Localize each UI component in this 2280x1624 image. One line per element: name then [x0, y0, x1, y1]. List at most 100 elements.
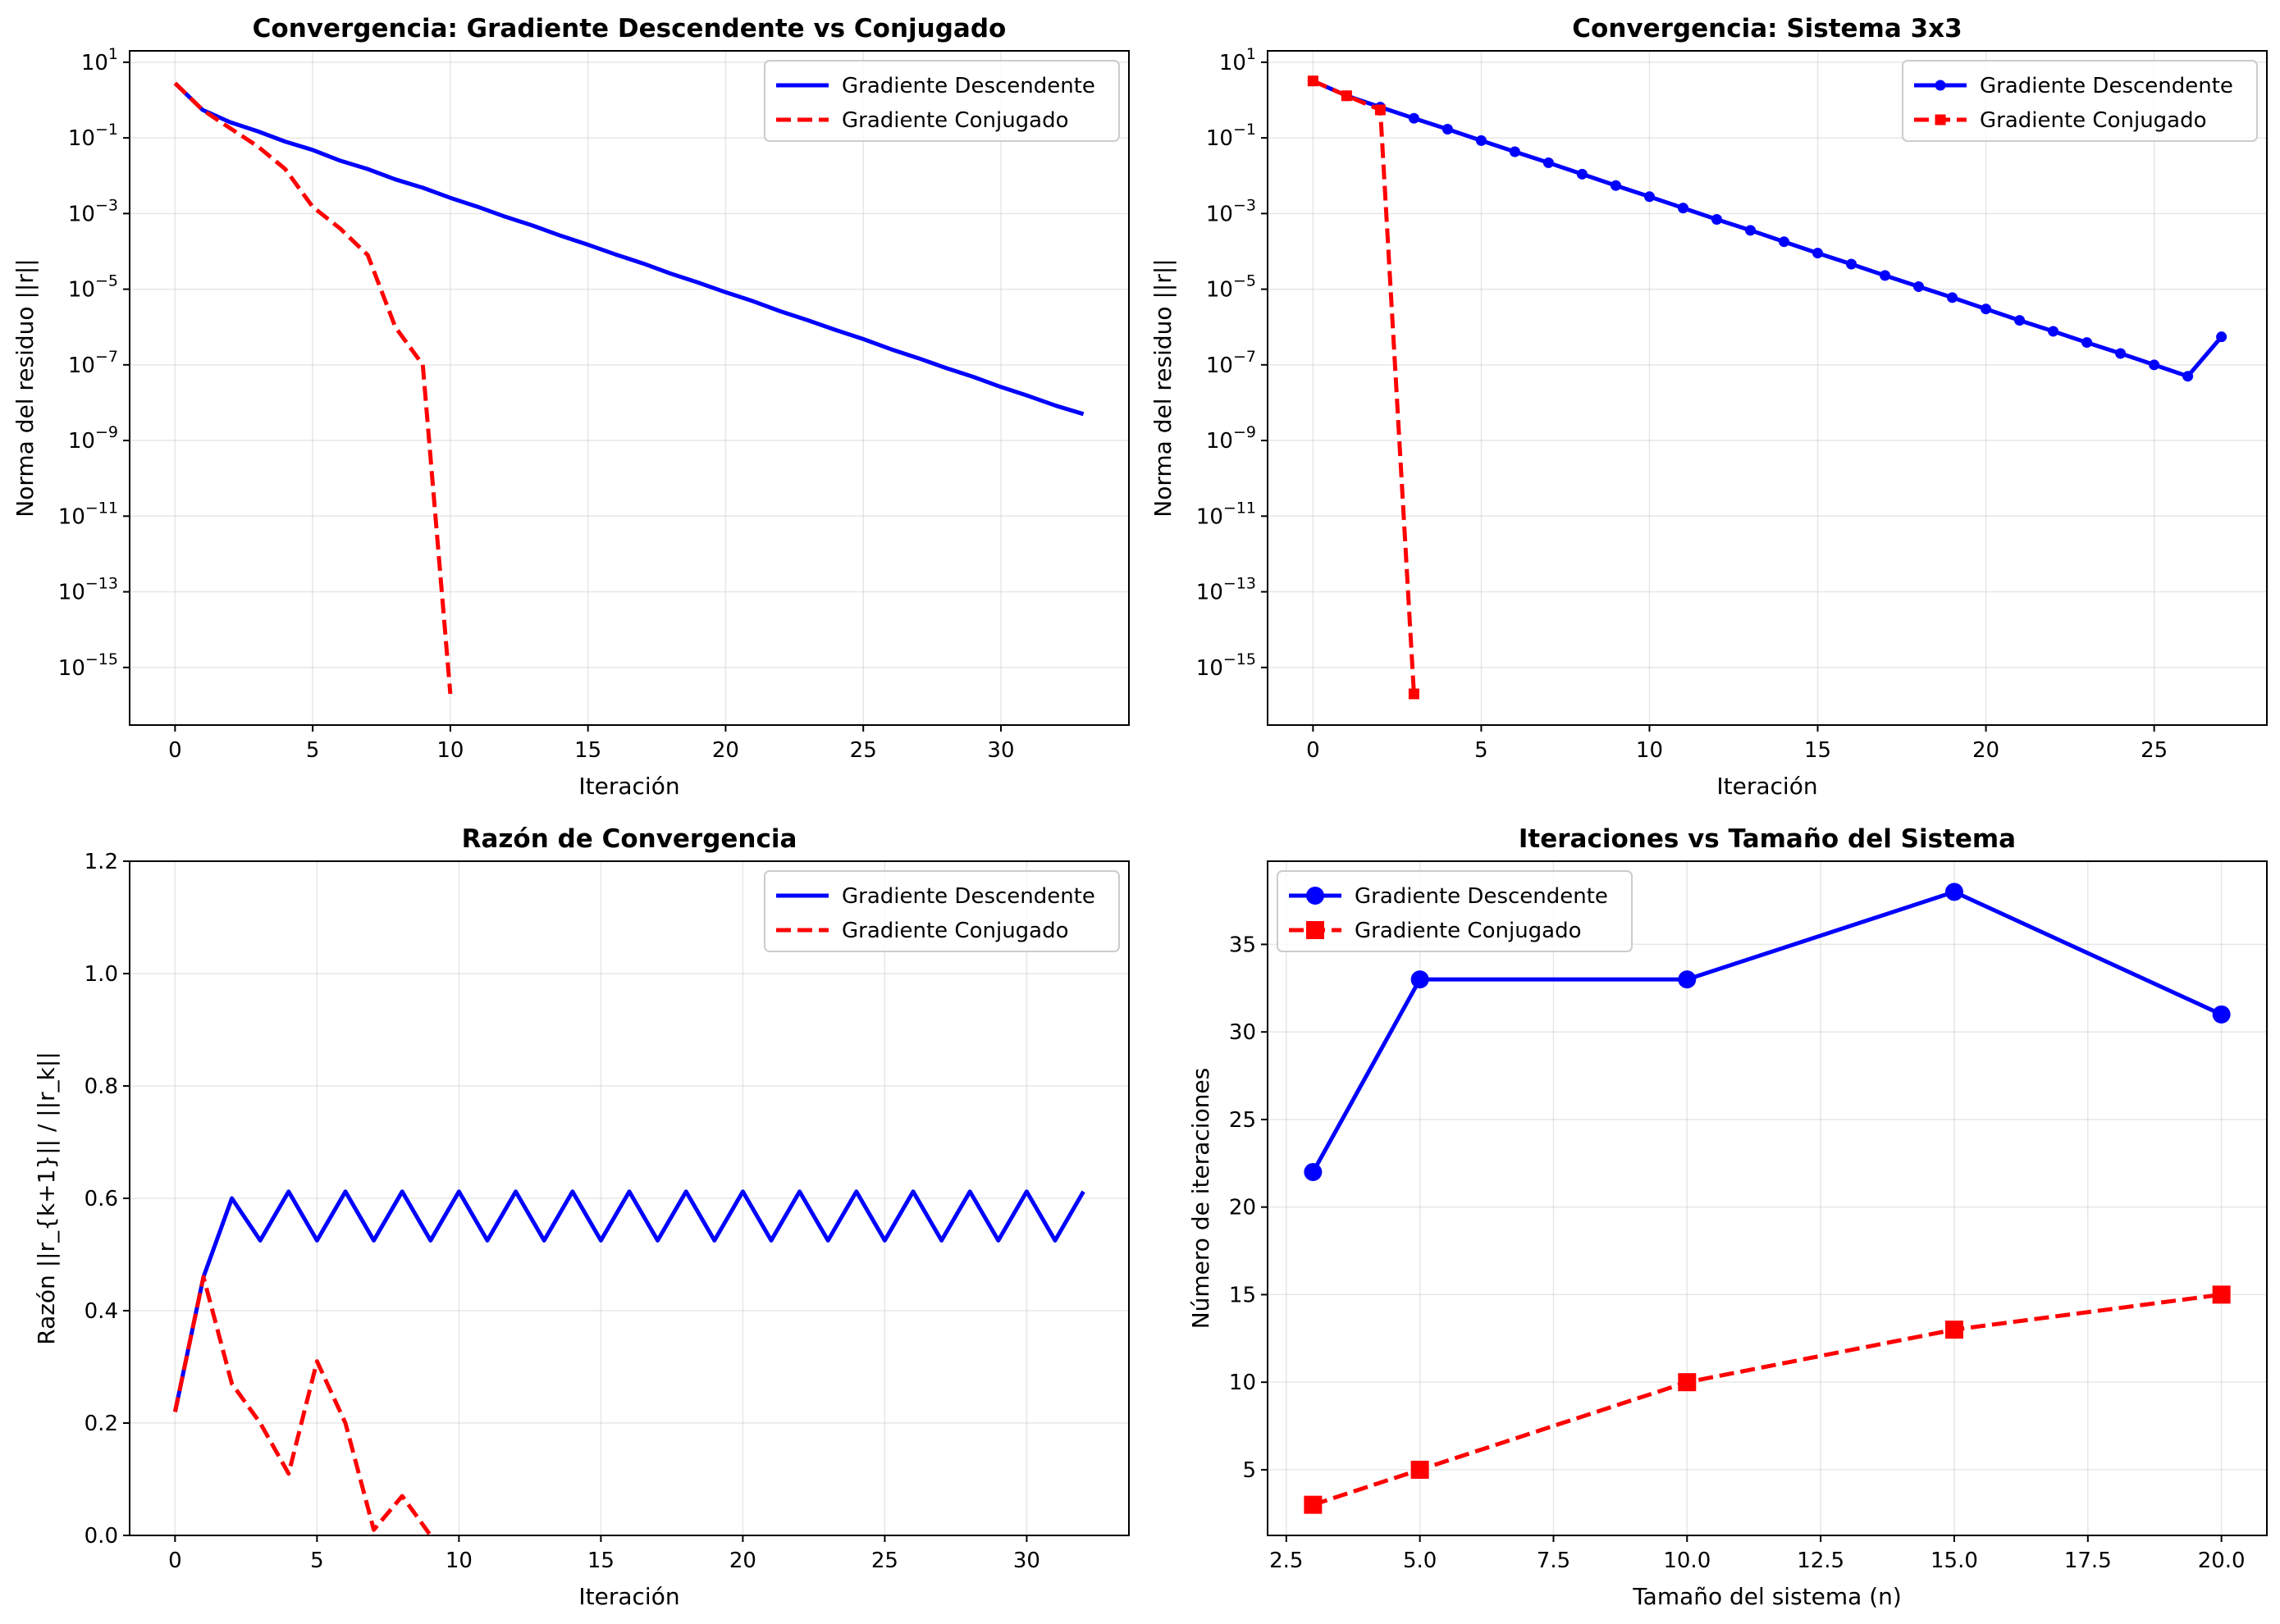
p1-point-0-4: [1442, 123, 1453, 135]
p1-y-axis-label: Norma del residuo ||r||: [1149, 258, 1177, 517]
p1-point-0-13: [1744, 225, 1756, 236]
p1-point-0-22: [2048, 326, 2059, 337]
p1-ytick-label-6: 10−3: [1206, 196, 1256, 226]
p3-xtick-label-6: 17.5: [2064, 1549, 2112, 1573]
p2-x-axis-label: Iteración: [578, 1583, 679, 1610]
p3-ytick-label-5: 30: [1229, 1020, 1256, 1045]
p0-xtick-label-3: 15: [574, 738, 601, 763]
p1-point-0-25: [2149, 359, 2160, 371]
p1-series-line-1: [1312, 79, 1416, 695]
p0-xtick-label-0: 0: [168, 738, 182, 763]
panel-3x3-convergence: 0 5 10 15 20 25 10−15 10−13 10−11 10−9 10−7 10−5 10−…: [1149, 14, 2268, 800]
p3-point-1-2: [1678, 1373, 1697, 1392]
p2-series-group: [172, 1189, 1085, 1535]
p1-xtick-label-2: 10: [1636, 738, 1663, 763]
p0-y-axis-label: Norma del residuo ||r||: [11, 258, 39, 517]
p3-legend-label-0: Gradiente Descendente: [1355, 884, 1608, 909]
panel-residual-convergence: 0 5 10 15 20 25 30 10−15 10−13 10−11 10−9 10−7 10−5 1…: [11, 14, 1130, 800]
p0-ytick-label-1: 10−13: [58, 575, 118, 605]
p3-legend-marker-0: [1306, 887, 1324, 905]
p1-point-0-21: [2014, 315, 2026, 326]
p1-point-0-15: [1812, 248, 1824, 259]
p2-xtick-label-1: 5: [310, 1549, 324, 1573]
panel-convergence-ratio: 0 5 10 15 20 25 30 0.0 0.2 0.4 0.6 0.8 1.0 1.2 Razón d…: [33, 824, 1130, 1610]
p1-ytick-label-4: 10−7: [1206, 348, 1256, 378]
p3-point-0-3: [1944, 883, 1963, 901]
p2-ytick-label-2: 0.4: [85, 1299, 118, 1324]
p1-xtick-label-5: 25: [2141, 738, 2168, 763]
p0-xtick-label-5: 25: [850, 738, 877, 763]
p2-xtick-label-5: 25: [871, 1549, 898, 1573]
p3-series-line-1: [1312, 1292, 2222, 1507]
p0-ytick-label-6: 10−3: [68, 196, 118, 226]
p0-legend-label-0: Gradiente Descendente: [842, 74, 1095, 98]
p0-series-line-0: [173, 81, 1085, 417]
p1-ytick-label-0: 10−15: [1196, 650, 1256, 681]
p2-xtick-label-4: 20: [729, 1549, 756, 1573]
p3-ytick-label-3: 20: [1229, 1196, 1256, 1220]
p1-point-0-16: [1846, 258, 1857, 270]
p3-xtick-label-3: 10.0: [1663, 1549, 1711, 1573]
p2-ytick-label-5: 1.0: [85, 962, 118, 987]
p3-point-1-4: [2212, 1285, 2231, 1304]
p1-point-1-1: [1341, 90, 1352, 102]
p3-ytick-label-0: 5: [1242, 1458, 1256, 1483]
p1-point-0-12: [1711, 213, 1722, 225]
p1-point-0-3: [1408, 112, 1419, 124]
p1-xtick-label-4: 20: [1972, 738, 1999, 763]
p3-point-1-3: [1944, 1321, 1963, 1339]
p1-x-axis-label: Iteración: [1716, 773, 1817, 800]
p1-chart-title: Convergencia: Sistema 3x3: [1572, 14, 1962, 43]
p0-xtick-label-6: 30: [987, 738, 1014, 763]
p1-series-line-0: [1312, 79, 2223, 379]
p1-legend: Gradiente Descendente Gradiente Conjugado: [1902, 60, 2258, 142]
p0-legend-box: [764, 60, 1120, 142]
p1-point-0-6: [1509, 146, 1520, 157]
p3-xtick-label-2: 7.5: [1537, 1549, 1570, 1573]
p3-point-0-0: [1304, 1162, 1323, 1181]
p3-xtick-label-7: 20.0: [2198, 1549, 2246, 1573]
p1-ytick-label-1: 10−13: [1196, 575, 1256, 605]
p0-legend-label-1: Gradiente Conjugado: [842, 108, 1069, 133]
p0-axes-frame: [129, 50, 1130, 726]
p2-legend-box: [764, 870, 1120, 952]
p1-xtick-label-1: 5: [1474, 738, 1488, 763]
p3-ytick-label-2: 15: [1229, 1283, 1256, 1307]
p1-point-0-8: [1576, 168, 1588, 180]
p3-legend: Gradiente Descendente Gradiente Conjugado: [1277, 870, 1633, 952]
p1-point-1-3: [1408, 688, 1419, 700]
p3-y-axis-label: Número de iteraciones: [1187, 1068, 1214, 1330]
p0-xtick-label-4: 20: [712, 738, 739, 763]
p3-xtick-label-4: 12.5: [1797, 1549, 1844, 1573]
p3-point-1-0: [1304, 1495, 1323, 1514]
p2-y-axis-label: Razón ||r_{k+1}|| / ||r_k||: [33, 1051, 60, 1345]
p2-xtick-label-6: 30: [1013, 1549, 1040, 1573]
p2-xtick-label-0: 0: [168, 1549, 182, 1573]
p3-chart-title: Iteraciones vs Tamaño del Sistema: [1519, 824, 2016, 854]
p2-ytick-label-3: 0.6: [85, 1187, 118, 1211]
p1-legend-marker-0: [1935, 80, 1946, 91]
p1-point-0-11: [1677, 203, 1688, 214]
p1-point-0-17: [1880, 270, 1891, 281]
p1-axes-frame: [1267, 50, 2268, 726]
p2-ytick-label-0: 0.0: [85, 1524, 118, 1549]
p3-xtick-label-0: 2.5: [1269, 1549, 1303, 1573]
p1-point-0-18: [1913, 281, 1925, 292]
p2-xtick-label-2: 10: [445, 1549, 473, 1573]
p1-ytick-label-2: 10−11: [1196, 499, 1256, 529]
p0-ytick-label-4: 10−7: [68, 348, 118, 378]
p1-ytick-label-3: 10−9: [1206, 423, 1256, 454]
p0-xtick-label-2: 10: [436, 738, 464, 763]
p3-series-group: [1304, 883, 2231, 1514]
p2-ytick-label-4: 0.8: [85, 1074, 118, 1099]
p1-point-0-14: [1779, 236, 1790, 248]
p0-ytick-label-0: 10−15: [58, 650, 118, 681]
p2-chart-title: Razón de Convergencia: [462, 824, 797, 854]
p2-ytick-label-6: 1.2: [85, 850, 118, 874]
p3-x-axis-label: Tamaño del sistema (n): [1632, 1583, 1902, 1610]
p0-chart-title: Convergencia: Gradiente Descendente vs C…: [253, 14, 1007, 43]
p1-point-1-2: [1374, 104, 1386, 116]
p3-axes-frame: [1267, 860, 2268, 1536]
p0-ytick-label-7: 10−1: [68, 121, 118, 151]
